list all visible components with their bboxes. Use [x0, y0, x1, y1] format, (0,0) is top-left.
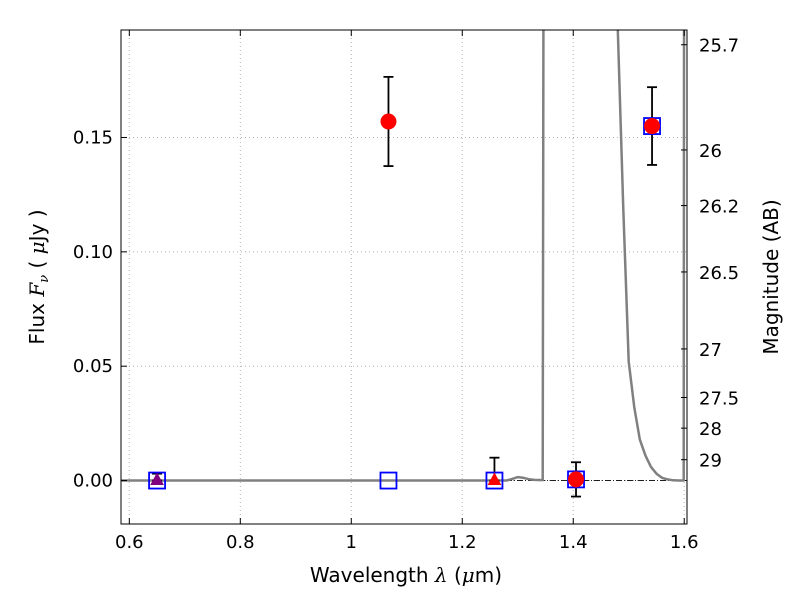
y-tick-label: 0.00	[73, 471, 113, 492]
observed-point	[380, 113, 397, 130]
spectrum-line	[121, 30, 686, 482]
x-tick-label: 1.2	[448, 532, 477, 553]
upper-limit-triangle	[150, 472, 164, 486]
plot-frame	[120, 29, 688, 525]
y-axis-label: Flux Fν ( μJy )	[25, 209, 52, 344]
mag-tick-label: 27	[699, 340, 722, 361]
x-tick-label: 0.8	[226, 532, 255, 553]
model-point-square	[379, 471, 398, 490]
mag-tick-label: 28	[699, 419, 722, 440]
observed-point	[568, 471, 585, 488]
plot-background	[121, 30, 687, 524]
y-tick-label: 0.05	[73, 356, 113, 377]
mag-tick-label: 26.5	[699, 263, 739, 284]
x-tick-label: 1.6	[670, 532, 699, 553]
x-tick-label: 1	[346, 532, 357, 553]
mag-tick-label: 26.2	[699, 197, 739, 218]
observed-point	[644, 118, 661, 135]
plot-area	[121, 30, 687, 498]
upper-limit-triangle	[487, 472, 502, 486]
x-axis-label: Wavelength λ (μm)	[310, 563, 502, 587]
mag-tick-label: 25.7	[699, 36, 739, 57]
right-axis-label: Magnitude (AB)	[759, 199, 783, 354]
mag-tick-label: 27.5	[699, 389, 739, 410]
x-tick-label: 1.4	[559, 532, 588, 553]
axes-ticks: 0.6 0.8 1 1.2 1.4 1.6 0.00 0.05 0.10 0.15 25.7 26 26…	[73, 30, 739, 553]
mag-tick-label: 29	[699, 451, 722, 472]
mag-tick-label: 26	[699, 141, 722, 162]
y-tick-label: 0.15	[73, 127, 113, 148]
y-tick-label: 0.10	[73, 242, 113, 263]
x-tick-label: 0.6	[115, 532, 144, 553]
